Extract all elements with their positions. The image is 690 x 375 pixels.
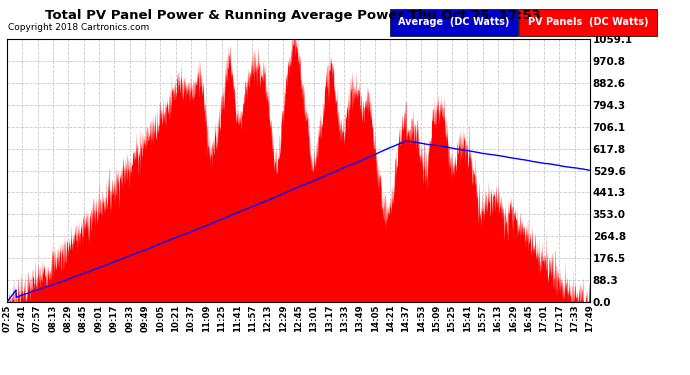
Text: PV Panels  (DC Watts): PV Panels (DC Watts) [528,17,648,27]
Text: Total PV Panel Power & Running Average Power Thu Oct 25  17:53: Total PV Panel Power & Running Average P… [46,9,541,22]
Text: Average  (DC Watts): Average (DC Watts) [398,17,510,27]
Text: Copyright 2018 Cartronics.com: Copyright 2018 Cartronics.com [8,23,150,32]
